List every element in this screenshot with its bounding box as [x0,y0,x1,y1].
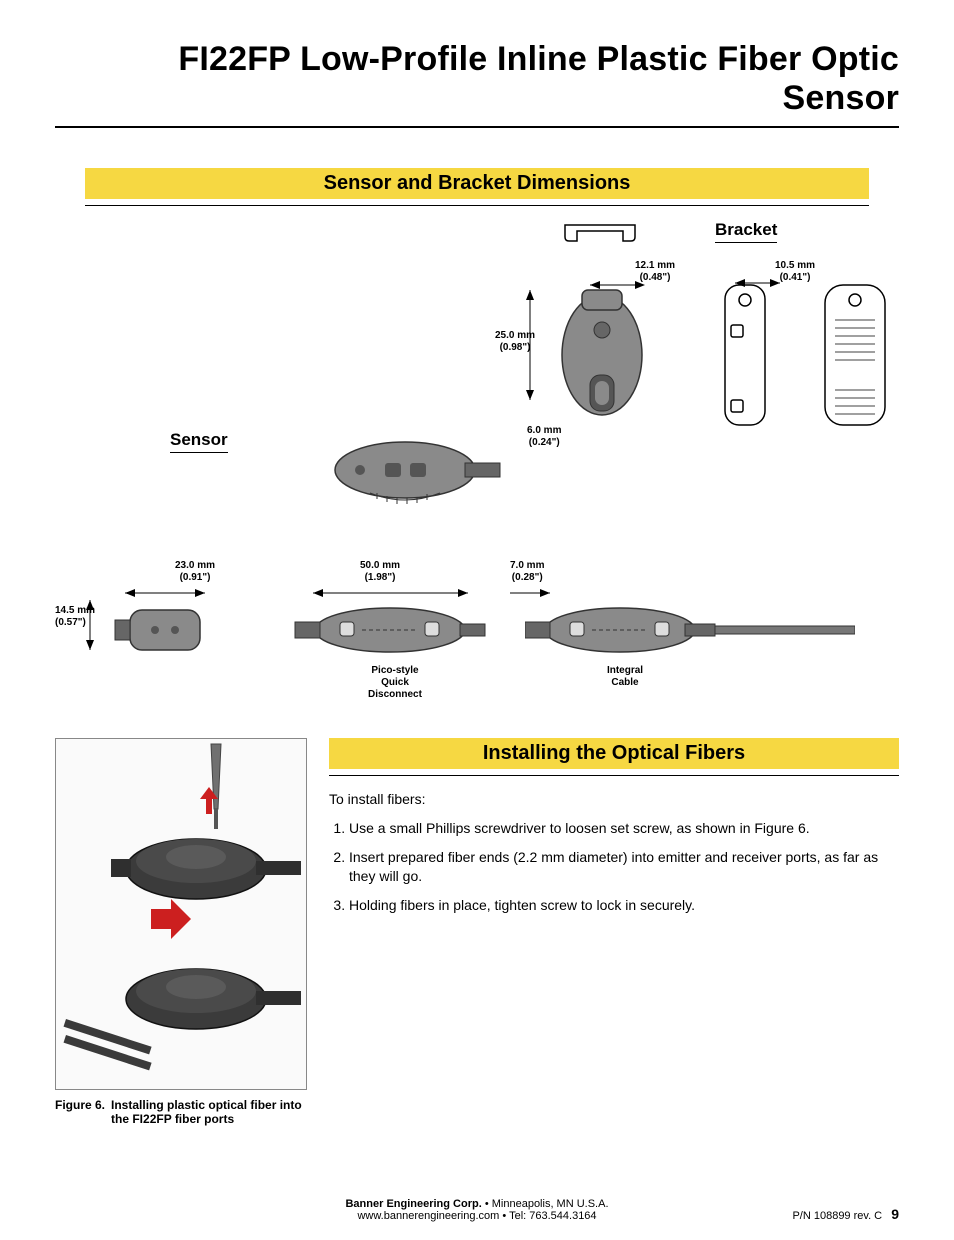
page-footer: Banner Engineering Corp. • Minneapolis, … [55,1198,899,1222]
sensor-top-plan-icon [552,285,652,425]
section-rule [85,205,869,206]
section-heading-install: Installing the Optical Fibers [329,738,899,769]
sensor-side-icon [315,435,505,515]
install-steps-list: Use a small Phillips screwdriver to loos… [329,819,899,915]
dimensions-diagram-area: Bracket Sensor 12.1 mm(0.48") 25.0 mm(0.… [55,220,899,710]
list-item: Holding fibers in place, tighten screw t… [349,896,899,915]
sensor-label: Sensor [170,430,228,453]
figure-6-image [55,738,307,1090]
sensor-integral-icon [525,600,855,660]
bracket-label: Bracket [715,220,777,243]
list-item: Insert prepared fiber ends (2.2 mm diame… [349,848,899,886]
pico-caption: Pico-styleQuick Disconnect [355,665,435,701]
dim-arrow-icon [525,290,535,400]
dim-arrow-icon [590,280,645,290]
dim-10-5: 10.5 mm(0.41") [775,260,815,283]
page-title: FI22FP Low-Profile Inline Plastic Fiber … [55,40,899,118]
title-rule [55,126,899,128]
dim-6-0: 6.0 mm(0.24") [527,425,561,448]
sensor-pico-icon [290,600,490,660]
section-heading-dimensions: Sensor and Bracket Dimensions [85,168,869,199]
dim-arrow-icon [85,600,95,650]
dim-7-0: 7.0 mm(0.28") [510,560,544,583]
bracket-flat-icon [715,280,775,430]
dim-50-0: 50.0 mm(1.98") [360,560,400,583]
clip-top-icon [555,222,645,248]
section-rule [329,775,899,776]
dim-arrow-icon [313,588,468,598]
figure-6-caption: Figure 6. Installing plastic optical fib… [55,1098,305,1126]
list-item: Use a small Phillips screwdriver to loos… [349,819,899,838]
dim-arrow-icon [510,588,550,598]
dim-arrow-icon [125,588,205,598]
dim-23-0: 23.0 mm(0.91") [175,560,215,583]
dim-arrow-icon [735,278,780,288]
sensor-end-icon [105,600,225,660]
install-intro: To install fibers: [329,790,899,809]
integral-caption: IntegralCable [595,665,655,689]
bracket-grip-icon [815,280,895,430]
